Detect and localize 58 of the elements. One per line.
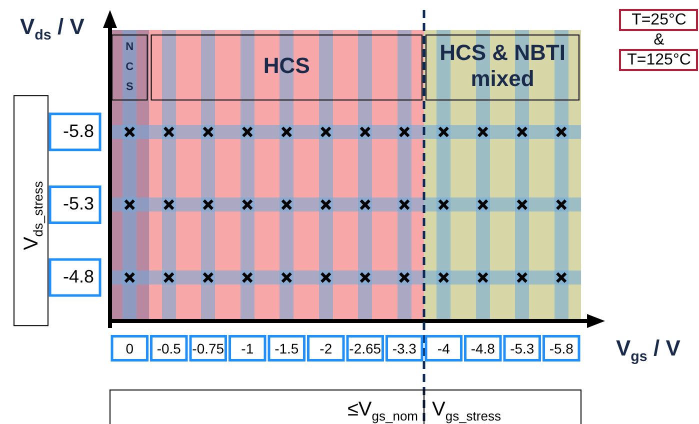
point — [163, 272, 175, 284]
y-tick-label: -4.8 — [62, 266, 94, 286]
point — [477, 198, 489, 210]
point — [320, 126, 332, 138]
point — [359, 126, 371, 138]
y-tick-label: -5.8 — [62, 120, 94, 141]
point — [280, 272, 292, 284]
point — [438, 198, 450, 210]
x-tick-label: -5.3 — [510, 340, 534, 356]
point — [242, 198, 254, 210]
point — [556, 198, 568, 210]
x-tick-label: -4 — [437, 340, 450, 356]
x-tick-label: -1 — [241, 340, 254, 356]
point — [202, 126, 214, 138]
point — [359, 198, 371, 210]
point — [477, 126, 489, 138]
point — [202, 198, 214, 210]
x-tick-label: -2 — [320, 340, 332, 356]
point — [320, 198, 332, 210]
point — [398, 272, 410, 284]
point — [398, 126, 410, 138]
point — [163, 198, 175, 210]
point — [359, 272, 371, 284]
point — [516, 126, 528, 138]
point — [477, 272, 489, 284]
x-tick-label: -5.8 — [549, 340, 574, 356]
x-tick-label: 0 — [126, 340, 134, 356]
point — [163, 126, 175, 138]
text: & — [654, 31, 665, 48]
point — [398, 198, 410, 210]
y-tick-label: -5.3 — [62, 194, 94, 214]
point — [124, 272, 136, 284]
point — [320, 272, 332, 284]
point — [242, 126, 254, 138]
x-tick-label: -2.65 — [349, 340, 382, 356]
x-tick-label: -0.5 — [156, 340, 182, 356]
point — [202, 272, 214, 284]
text: T=25°C — [632, 11, 686, 28]
point — [124, 198, 136, 210]
point — [516, 272, 528, 284]
band-label: HCS & NBTI mixed — [440, 40, 566, 92]
point — [556, 126, 568, 138]
x-tick-label: -4.8 — [470, 340, 496, 356]
x-tick-label: -1.5 — [274, 340, 299, 356]
point — [280, 198, 292, 210]
x-tick-label: -3.3 — [392, 340, 417, 356]
point — [516, 198, 528, 210]
point — [556, 272, 568, 284]
band-label: N C S — [126, 41, 134, 94]
text: T=125°C — [627, 51, 691, 68]
band-label: HCS — [263, 53, 310, 78]
point — [124, 126, 136, 138]
text: Vds_stress — [20, 180, 46, 250]
point — [438, 126, 450, 138]
x-tick-label: -0.75 — [192, 340, 224, 356]
point — [280, 126, 292, 138]
point — [438, 272, 450, 284]
point — [242, 272, 254, 284]
